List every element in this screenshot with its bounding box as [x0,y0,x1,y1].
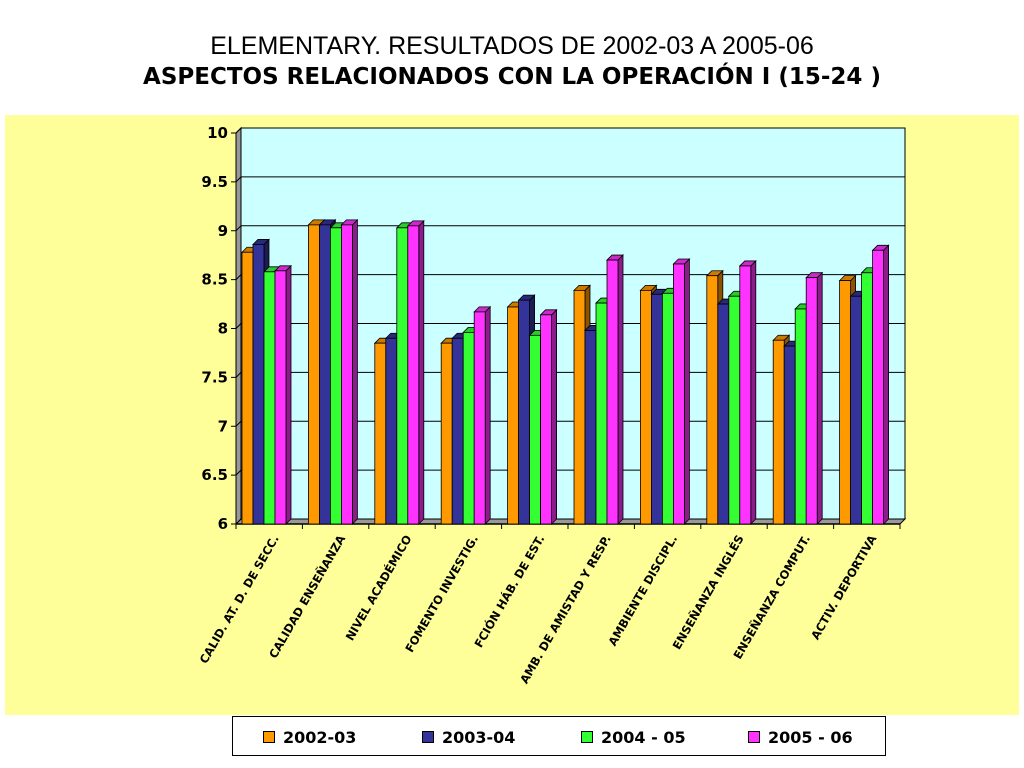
bar [672,258,691,525]
y-tick-label: 7.5 [201,368,228,386]
legend-label: 2004 - 05 [601,727,686,747]
legend-swatch [581,731,593,743]
y-tick-label: 8 [218,320,228,338]
legend-label: 2003-04 [442,727,516,747]
legend-swatch [422,731,434,743]
gridline [235,225,905,232]
y-tick-label: 6 [218,515,228,533]
bar [539,308,558,525]
bar [473,305,492,525]
x-category-label: ENSEÑANZA INGLÉS [669,532,747,652]
x-category-label: CALID. AT. D. DE SECC. [197,533,282,666]
bar [606,254,624,525]
x-category-label: FOMENTO INVESTIG. [402,533,481,655]
bar [805,271,824,525]
chart-area: 6 6.5 7 7.5 8 8.5 9 9.5 10 CALID. AT. D. DE SECC.… [5,115,1019,715]
legend-swatch [263,731,275,743]
chart-title: ELEMENTARY. RESULTADOS DE 2002-03 A 2005… [0,30,1024,92]
bar [340,218,359,525]
y-tick-label: 8.5 [201,271,228,289]
title-line-2: ASPECTOS RELACIONADOS CON LA OPERACIÓN I… [143,64,881,90]
y-tick-label: 10 [207,124,228,142]
gridline [235,127,905,134]
legend-item: 2004 - 05 [581,727,686,747]
title-line-1: ELEMENTARY. RESULTADOS DE 2002-03 A 2005… [210,32,814,60]
y-tick-label: 9 [218,222,228,240]
bar [871,244,890,525]
legend-label: 2005 - 06 [768,727,853,747]
bar [738,259,757,525]
bar [274,264,292,525]
legend-item: 2005 - 06 [748,727,853,747]
gridline [235,176,905,183]
x-category-label: ENSEÑANZA COMPUT. [730,532,813,662]
y-tick-label: 6.5 [201,466,228,484]
x-category-label: ACTIV. DEPORTIVA [808,532,879,642]
y-tick-label: 9.5 [201,173,228,191]
legend-item: 2002-03 [263,727,357,747]
y-tick-label: 7 [218,417,228,435]
x-category-label: NIVEL ACADÉMICO [342,532,415,643]
x-category-label: CALIDAD ENSEÑANZA [265,532,348,661]
legend: 2002-03 2003-04 2004 - 05 2005 - 06 [232,716,886,756]
x-category-label: FCIÓN HÁB. DE EST. [471,532,548,650]
legend-label: 2002-03 [283,727,357,747]
bar [406,219,425,525]
bar-chart: 6 6.5 7 7.5 8 8.5 9 9.5 10 CALID. AT. D. DE SECC.… [197,124,907,686]
legend-swatch [748,731,760,743]
x-category-label: AMBIENTE DISCIPL. [605,533,680,649]
legend-item: 2003-04 [422,727,516,747]
